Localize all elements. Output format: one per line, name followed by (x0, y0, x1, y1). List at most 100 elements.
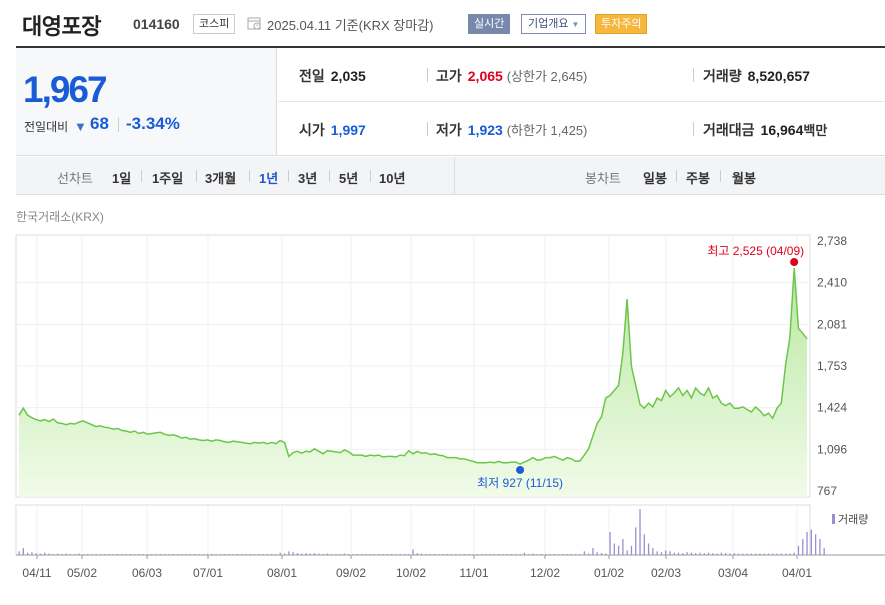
volume-bar (279, 552, 281, 555)
realtime-button[interactable]: 실시간 (468, 14, 511, 34)
volume-bar (536, 554, 538, 555)
trade-value-label: 거래대금 (703, 122, 755, 138)
y-tick-label: 2,738 (817, 234, 847, 248)
volume-bar (652, 548, 654, 555)
tab-3y[interactable]: 3년 (298, 171, 318, 186)
volume-bar (125, 554, 127, 555)
volume-bar (313, 553, 316, 555)
divider (370, 170, 371, 182)
quote-panel: 1,967 전일대비 ▼ 68 -3.34% 전일 2,035 고가 2,065 (… (16, 48, 885, 156)
corp-info-dropdown[interactable]: 기업개요 ▼ (521, 14, 587, 34)
volume-bar (283, 553, 286, 555)
volume-bar (159, 554, 162, 555)
trade-value: 거래대금 16,964백만 (703, 120, 827, 140)
x-tick-label: 12/02 (530, 566, 560, 580)
volume-bar (181, 554, 183, 555)
tab-10y[interactable]: 10년 (379, 171, 406, 186)
candle-chart-label: 봉차트 (585, 171, 621, 186)
volume-bar (322, 554, 324, 555)
tab-1d[interactable]: 1일 (112, 171, 132, 186)
tab-5y[interactable]: 5년 (339, 171, 359, 186)
volume-bar (438, 554, 440, 555)
lower-limit: (하한가 1,425) (506, 123, 588, 138)
volume-bar (780, 553, 783, 555)
volume-bar (480, 554, 483, 555)
tab-3m[interactable]: 3개월 (205, 171, 237, 186)
volume-bar (365, 554, 367, 555)
tab-1y[interactable]: 1년 (259, 171, 279, 186)
min-annotation: 최저 927 (11/15) (477, 476, 563, 490)
header-divider (16, 46, 885, 48)
volume-bar (468, 554, 470, 555)
divider (693, 122, 694, 136)
volume-bar (528, 554, 530, 555)
volume-bar (416, 553, 418, 555)
volume-bar (720, 552, 723, 555)
volume-bar (673, 552, 675, 555)
volume-bar (211, 554, 213, 555)
trade-value-unit: 백만 (803, 123, 828, 138)
volume-bar (399, 554, 401, 555)
volume-bar (746, 553, 748, 555)
volume-bar (61, 554, 63, 555)
volume-bar (326, 553, 329, 555)
volume-bar (622, 538, 624, 555)
volume-bar (742, 553, 744, 555)
volume-bar (339, 554, 341, 555)
volume-bar (733, 553, 735, 555)
volume-bar (155, 554, 157, 555)
divider (141, 170, 142, 182)
volume-bar (26, 552, 29, 555)
tab-1w[interactable]: 1주일 (152, 171, 184, 186)
volume-bar (253, 554, 256, 555)
volume-bar (686, 552, 688, 555)
volume-bar (74, 554, 76, 555)
volume-bar (219, 554, 221, 555)
tab-daily-candle[interactable]: 일봉 (643, 171, 667, 186)
volume-bar (630, 545, 633, 555)
volume-bar (236, 554, 239, 555)
volume-bar (176, 554, 179, 555)
volume-bar (301, 553, 303, 555)
volume-bar (22, 548, 24, 555)
volume-bar (369, 554, 371, 555)
price-line (18, 267, 808, 465)
open-price: 시가 1,997 (299, 120, 366, 140)
chart-grid (15, 234, 885, 559)
corp-info-label: 기업개요 (528, 18, 569, 30)
volume-bar (228, 554, 230, 555)
high-label: 고가 (436, 68, 462, 84)
stock-header: 대영포장 014160 코스피 2025.04.11 기준(KRX 장마감) 실… (0, 0, 885, 46)
tab-monthly-candle[interactable]: 월봉 (732, 171, 756, 186)
volume-bar (823, 548, 825, 555)
chevron-down-icon: ▼ (571, 20, 580, 29)
volume-label: 거래량 (703, 68, 742, 84)
change-label: 전일대비 (24, 120, 69, 134)
price-area-fill (19, 268, 807, 497)
volume-bar (202, 554, 204, 555)
volume-bar (797, 545, 800, 555)
volume-bar (767, 553, 770, 555)
volume-bar (784, 553, 787, 555)
volume-bar (665, 550, 667, 555)
volume-legend-label: 거래량 (838, 513, 868, 526)
volume-value: 8,520,657 (747, 68, 810, 84)
divider (427, 122, 428, 136)
volume-bar (91, 554, 93, 555)
volume-bar (164, 554, 166, 555)
open-value: 1,997 (330, 122, 366, 138)
market-badge: 코스피 (193, 14, 236, 34)
y-tick-label: 767 (817, 484, 837, 498)
low-value: 1,923 (467, 122, 503, 138)
volume-bar (707, 552, 710, 555)
low-label: 저가 (436, 122, 462, 138)
volume-bar (810, 529, 812, 555)
volume-bar (420, 553, 423, 555)
volume-bar (716, 553, 718, 555)
volume-bar (108, 554, 110, 555)
volume-bar (699, 552, 701, 555)
volume-bar (348, 554, 350, 555)
tab-weekly-candle[interactable]: 주봉 (686, 171, 710, 186)
volume-bar (305, 553, 307, 555)
